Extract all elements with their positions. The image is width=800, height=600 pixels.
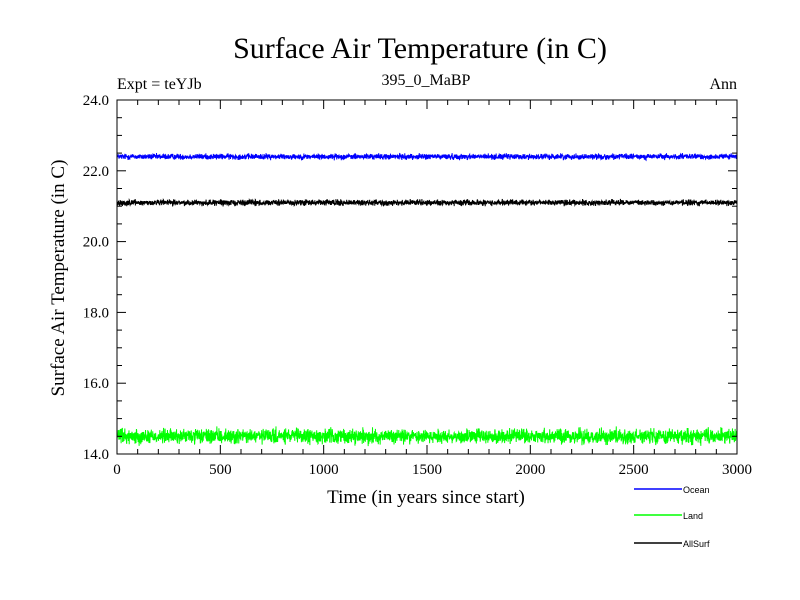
x-tick-label: 500 (209, 462, 232, 478)
x-tick-label: 2500 (619, 462, 649, 478)
chart-title: Surface Air Temperature (in C) (233, 32, 607, 65)
y-tick-label: 16.0 (83, 376, 109, 392)
x-tick-label: 1000 (309, 462, 339, 478)
y-tick-label: 18.0 (83, 305, 109, 321)
series-line-allsurf (116, 197, 738, 207)
x-tick-label: 0 (113, 462, 121, 478)
legend-label-ocean: Ocean (683, 485, 710, 495)
plot-area (116, 152, 738, 447)
y-tick-label: 20.0 (83, 235, 109, 251)
y-axis-title: Surface Air Temperature (in C) (48, 160, 69, 397)
y-tick-label: 24.0 (83, 93, 109, 109)
x-tick-label: 3000 (722, 462, 752, 478)
legend-label-allsurf: AllSurf (683, 539, 710, 549)
experiment-label: Expt = teYJb (117, 76, 202, 93)
chart-subtitle: 395_0_MaBP (382, 72, 471, 89)
legend-label-land: Land (683, 511, 703, 521)
x-axis-title: Time (in years since start) (327, 487, 525, 508)
y-tick-label: 14.0 (83, 447, 109, 463)
legend: Ocean Land AllSurf (634, 485, 710, 549)
y-tick-label: 22.0 (83, 164, 109, 180)
season-label: Ann (709, 76, 737, 93)
plot-frame (116, 99, 738, 455)
x-tick-label: 2000 (515, 462, 545, 478)
x-tick-label: 1500 (412, 462, 442, 478)
series-line-land (116, 426, 738, 447)
series-line-ocean (116, 152, 738, 162)
axes: 0 500 1000 1500 2000 2500 3000 14.0 16.0 18.0 20.0… (83, 93, 752, 478)
